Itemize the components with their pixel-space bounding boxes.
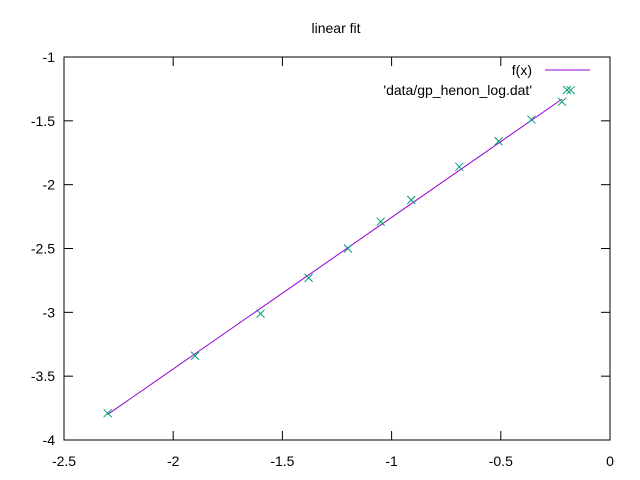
plot-series: [103, 85, 576, 418]
x-axis-ticks: -2.5 -2 -1.5 -1 -0.5 0: [52, 57, 614, 469]
legend-marker-stroke: [562, 85, 572, 95]
y-tick-label: -1: [43, 49, 56, 65]
data-point: [494, 136, 503, 146]
x-tick-label: -1: [385, 453, 398, 469]
y-tick-label: -3: [43, 304, 56, 320]
legend: f(x) 'data/gp_henon_log.dat': [383, 62, 590, 98]
y-tick-label: -4: [43, 432, 56, 448]
data-point: [557, 97, 567, 107]
data-point-stroke: [376, 217, 386, 227]
x-tick-label: 0: [606, 453, 614, 469]
legend-label: 'data/gp_henon_log.dat': [383, 82, 532, 98]
data-point: [406, 195, 416, 205]
data-point: [376, 217, 386, 227]
x-tick-label: -0.5: [489, 453, 513, 469]
data-point-stroke: [343, 244, 353, 253]
legend-marker-swatch: [562, 85, 572, 95]
x-tick-label: -2: [167, 453, 180, 469]
data-point-stroke: [494, 136, 503, 146]
data-point-stroke: [103, 408, 113, 418]
plot-frame: [63, 56, 611, 441]
data-point: [566, 85, 576, 95]
data-point-stroke: [566, 85, 576, 95]
y-tick-label: -1.5: [31, 113, 55, 129]
data-point-stroke: [256, 309, 265, 318]
data-point-stroke: [557, 97, 567, 107]
chart-title: linear fit: [311, 20, 360, 36]
x-tick-label: -1.5: [270, 453, 294, 469]
y-tick-label: -3.5: [31, 368, 55, 384]
x-tick-label: -2.5: [52, 453, 76, 469]
y-tick-label: -2: [43, 177, 56, 193]
data-point-stroke: [406, 195, 416, 205]
data-point-stroke: [304, 273, 313, 283]
data-point-stroke: [454, 162, 464, 172]
data-point: [527, 115, 536, 124]
fit-line: [107, 98, 563, 415]
data-point-stroke: [190, 351, 200, 361]
data-point: [343, 244, 353, 253]
y-axis-ticks: -1 -1.5 -2 -2.5 -3 -3.5 -4: [31, 49, 610, 448]
data-point: [454, 162, 464, 172]
y-tick-label: -2.5: [31, 241, 55, 257]
data-point: [103, 408, 113, 418]
data-point-stroke: [527, 115, 536, 124]
legend-label: f(x): [512, 62, 532, 78]
data-point: [304, 273, 313, 283]
data-point: [256, 309, 265, 318]
data-point: [190, 351, 200, 361]
